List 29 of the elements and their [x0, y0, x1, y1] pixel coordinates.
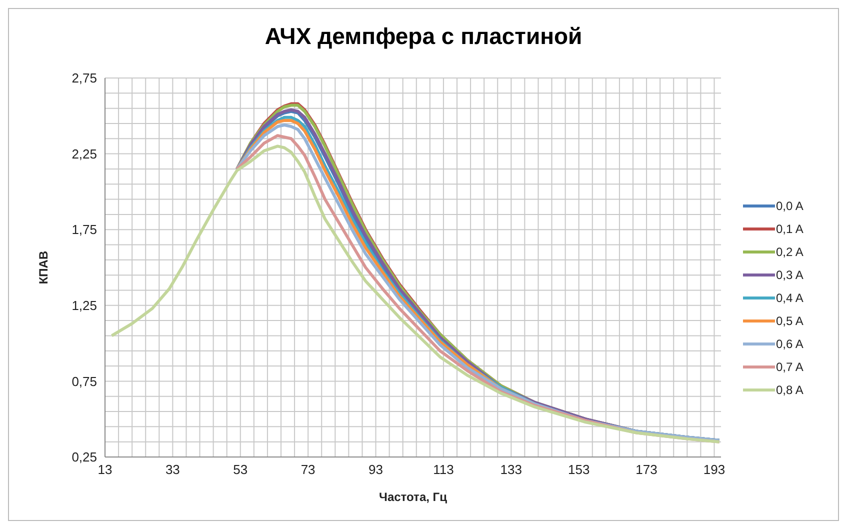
legend-label: 0,5 A	[776, 314, 804, 328]
x-tick-label: 113	[433, 462, 454, 478]
x-tick-label: 33	[165, 462, 180, 478]
x-tick-label: 53	[233, 462, 248, 478]
y-tick-label: 0,75	[72, 374, 97, 389]
x-tick-label: 153	[568, 462, 590, 478]
x-tick-label: 133	[500, 462, 522, 478]
y-tick-label: 0,25	[72, 450, 97, 465]
legend-label: 0,4 A	[776, 291, 804, 305]
legend-label: 0,6 A	[776, 337, 804, 351]
y-tick-label: 1,25	[72, 298, 97, 314]
line-series	[110, 144, 721, 444]
y-tick-label: 1,75	[72, 222, 97, 238]
y-axis-title: КПАВ	[36, 250, 50, 284]
x-axis-title: Частота, Гц	[379, 490, 448, 504]
legend-label: 0,7 A	[776, 360, 804, 374]
y-tick-label: 2,75	[72, 70, 97, 86]
legend-label: 0,2 A	[776, 245, 804, 259]
legend-label: 0,3 A	[776, 268, 804, 282]
legend-label: 0,0 A	[776, 199, 804, 213]
legend-label: 0,1 A	[776, 222, 804, 236]
y-tick-label: 2,25	[72, 146, 97, 162]
x-tick-label: 193	[703, 462, 726, 478]
x-tick-label: 13	[98, 462, 112, 478]
x-tick-label: 73	[300, 462, 316, 478]
x-tick-label: 93	[368, 462, 384, 478]
legend-label: 0,8 A	[776, 383, 804, 397]
chart-title: АЧХ демпфера с пластиной	[264, 23, 584, 50]
x-tick-label: 173	[636, 462, 658, 478]
